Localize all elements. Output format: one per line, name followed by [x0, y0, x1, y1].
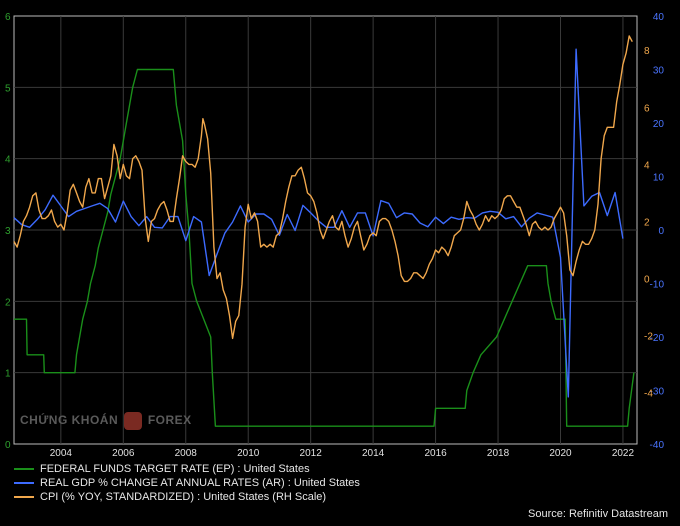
series-fed-funds-line	[14, 68, 635, 427]
right-inner-tick-label: 0	[644, 275, 650, 286]
right-axis-outer: -40 -30 -20 -10 0 10 20 30 40	[650, 12, 665, 451]
left-tick-label: 5	[5, 83, 11, 94]
right-outer-tick-label: 10	[653, 173, 665, 184]
left-tick-label: 2	[5, 297, 11, 308]
x-axis: 2004 2006 2008 2010 2012 2014 2016 2018 2020 2022	[50, 448, 635, 459]
right-outer-tick-label: -10	[650, 280, 665, 291]
right-inner-tick-label: -2	[644, 332, 653, 343]
legend-swatch-orange	[14, 496, 34, 498]
legend-label: REAL GDP % CHANGE AT ANNUAL RATES (AR) :…	[40, 477, 360, 489]
series-group	[13, 35, 635, 427]
x-tick-label: 2022	[612, 448, 635, 459]
right-outer-tick-label: -40	[650, 440, 665, 451]
legend: FEDERAL FUNDS TARGET RATE (EP) : United …	[14, 462, 514, 504]
x-tick-label: 2010	[237, 448, 260, 459]
right-inner-tick-label: -4	[644, 389, 653, 400]
legend-label: FEDERAL FUNDS TARGET RATE (EP) : United …	[40, 463, 310, 475]
left-tick-label: 3	[5, 226, 11, 237]
series-cpi-line	[13, 35, 633, 340]
x-tick-label: 2020	[549, 448, 572, 459]
legend-item-fed-funds: FEDERAL FUNDS TARGET RATE (EP) : United …	[14, 462, 514, 476]
x-tick-label: 2012	[300, 448, 323, 459]
legend-swatch-green	[14, 468, 34, 470]
legend-label: CPI (% YOY, STANDARDIZED) : United State…	[40, 491, 327, 503]
right-axis-inner: -4 -2 0 2 4 6 8	[644, 46, 653, 399]
x-tick-label: 2006	[112, 448, 135, 459]
left-tick-label: 6	[5, 12, 11, 23]
x-tick-label: 2016	[424, 448, 447, 459]
legend-item-cpi: CPI (% YOY, STANDARDIZED) : United State…	[14, 490, 514, 504]
left-tick-label: 4	[5, 155, 11, 166]
left-tick-label: 0	[5, 440, 11, 451]
right-outer-tick-label: 20	[653, 119, 665, 130]
legend-item-real-gdp: REAL GDP % CHANGE AT ANNUAL RATES (AR) :…	[14, 476, 514, 490]
watermark-left: CHỨNG KHOÁN	[20, 413, 119, 428]
right-outer-tick-label: 40	[653, 12, 665, 23]
x-tick-label: 2018	[487, 448, 510, 459]
left-tick-label: 1	[5, 369, 11, 380]
right-outer-tick-label: -30	[650, 387, 665, 398]
right-outer-tick-label: -20	[650, 333, 665, 344]
left-axis: 0 1 2 3 4 5 6	[5, 12, 11, 451]
right-outer-tick-label: 30	[653, 66, 665, 77]
watermark-right: FOREX	[147, 413, 192, 428]
x-tick-label: 2014	[362, 448, 385, 459]
right-inner-tick-label: 8	[644, 46, 650, 57]
right-inner-tick-label: 2	[644, 217, 650, 228]
right-outer-tick-label: 0	[658, 226, 664, 237]
source-note: Source: Refinitiv Datastream	[528, 508, 668, 520]
right-inner-tick-label: 6	[644, 103, 650, 114]
x-tick-label: 2004	[50, 448, 73, 459]
legend-swatch-blue	[14, 482, 34, 484]
watermark-logo-icon	[123, 412, 142, 430]
watermark: CHỨNG KHOÁN FOREX	[20, 412, 192, 430]
x-tick-label: 2008	[175, 448, 198, 459]
right-inner-tick-label: 4	[644, 160, 650, 171]
